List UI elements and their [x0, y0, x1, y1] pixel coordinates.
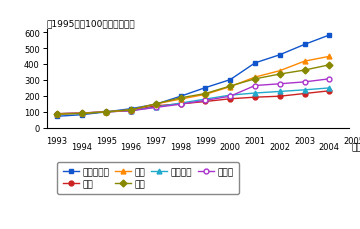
ドイツ: [55, 113, 59, 116]
Line: ドイツ: ドイツ: [54, 77, 332, 117]
米国: [104, 111, 108, 114]
米国: [129, 109, 133, 112]
Text: （1995年を100とした指標）: （1995年を100とした指標）: [47, 19, 135, 28]
米国: [278, 73, 282, 76]
英国: [129, 109, 133, 112]
日本: [203, 101, 208, 104]
ドイツ: [302, 81, 307, 84]
Line: デンマーク: デンマーク: [54, 33, 332, 119]
Text: 2005: 2005: [344, 136, 360, 145]
Text: 1993: 1993: [46, 136, 67, 145]
Text: 1996: 1996: [121, 142, 141, 152]
フランス: [79, 112, 84, 115]
Text: 1998: 1998: [170, 142, 191, 152]
Text: 2000: 2000: [220, 142, 241, 152]
デンマーク: [154, 103, 158, 106]
日本: [79, 112, 84, 115]
Text: 2002: 2002: [269, 142, 290, 152]
米国: [55, 113, 59, 116]
フランス: [55, 113, 59, 116]
フランス: [302, 89, 307, 92]
英国: [179, 98, 183, 101]
フランス: [129, 110, 133, 112]
デンマーク: [55, 115, 59, 118]
Line: 日本: 日本: [54, 89, 332, 117]
英国: [154, 103, 158, 106]
日本: [302, 93, 307, 95]
日本: [55, 113, 59, 116]
Text: 1995: 1995: [96, 136, 117, 145]
日本: [129, 110, 133, 112]
日本: [327, 90, 332, 93]
Line: フランス: フランス: [54, 86, 332, 117]
ドイツ: [79, 112, 84, 115]
フランス: [179, 102, 183, 105]
Text: 1994: 1994: [71, 142, 92, 152]
米国: [302, 69, 307, 72]
フランス: [104, 111, 108, 114]
日本: [104, 111, 108, 114]
米国: [79, 113, 84, 115]
ドイツ: [278, 83, 282, 86]
日本: [154, 105, 158, 108]
米国: [154, 103, 158, 106]
Text: 2004: 2004: [319, 142, 340, 152]
デンマーク: [79, 114, 84, 117]
Line: 英国: 英国: [54, 55, 332, 117]
日本: [179, 103, 183, 106]
デンマーク: [278, 54, 282, 57]
Text: 1997: 1997: [145, 136, 166, 145]
Text: 2001: 2001: [244, 136, 266, 145]
Legend: デンマーク, 日本, 英国, 米国, フランス, ドイツ: デンマーク, 日本, 英国, 米国, フランス, ドイツ: [57, 162, 239, 194]
フランス: [228, 94, 233, 97]
フランス: [253, 92, 257, 95]
ドイツ: [253, 85, 257, 87]
ドイツ: [327, 78, 332, 81]
Text: 1999: 1999: [195, 136, 216, 145]
英国: [302, 60, 307, 63]
Text: 2003: 2003: [294, 136, 315, 145]
ドイツ: [228, 95, 233, 98]
米国: [253, 78, 257, 81]
英国: [228, 86, 233, 89]
デンマーク: [327, 34, 332, 37]
英国: [327, 56, 332, 58]
デンマーク: [129, 108, 133, 111]
ドイツ: [203, 100, 208, 102]
デンマーク: [228, 79, 233, 82]
日本: [278, 95, 282, 98]
フランス: [278, 91, 282, 93]
フランス: [203, 98, 208, 101]
米国: [228, 85, 233, 88]
英国: [203, 93, 208, 96]
デンマーク: [179, 95, 183, 98]
米国: [327, 64, 332, 67]
デンマーク: [302, 44, 307, 46]
英国: [253, 76, 257, 79]
米国: [179, 97, 183, 100]
ドイツ: [154, 106, 158, 109]
ドイツ: [179, 103, 183, 106]
Line: 米国: 米国: [54, 63, 332, 117]
日本: [228, 98, 233, 101]
デンマーク: [104, 111, 108, 114]
英国: [278, 70, 282, 73]
フランス: [327, 87, 332, 90]
Text: （年）: （年）: [352, 142, 360, 152]
英国: [104, 111, 108, 114]
ドイツ: [104, 111, 108, 114]
米国: [203, 93, 208, 95]
デンマーク: [203, 87, 208, 90]
英国: [79, 112, 84, 115]
英国: [55, 113, 59, 116]
日本: [253, 96, 257, 99]
フランス: [154, 106, 158, 109]
デンマーク: [253, 62, 257, 65]
ドイツ: [129, 110, 133, 113]
